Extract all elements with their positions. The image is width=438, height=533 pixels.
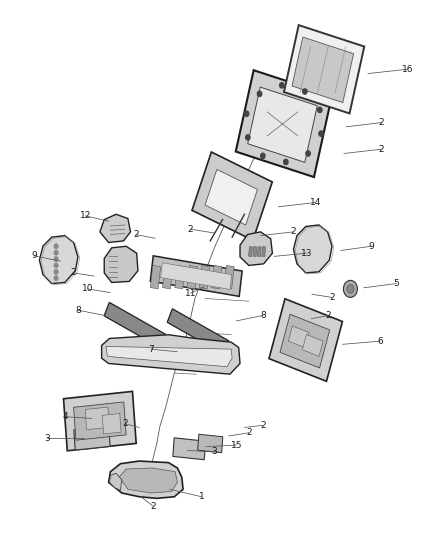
Polygon shape xyxy=(205,169,258,225)
Text: 16: 16 xyxy=(402,65,413,74)
Polygon shape xyxy=(262,247,265,256)
Polygon shape xyxy=(110,473,122,490)
Text: 6: 6 xyxy=(377,337,383,345)
Polygon shape xyxy=(248,87,317,163)
Text: 1: 1 xyxy=(198,492,205,501)
Circle shape xyxy=(54,244,58,249)
Polygon shape xyxy=(109,461,183,498)
Polygon shape xyxy=(240,232,272,265)
Polygon shape xyxy=(224,265,234,289)
Polygon shape xyxy=(269,299,343,381)
Text: 11: 11 xyxy=(185,289,196,297)
Polygon shape xyxy=(212,265,222,289)
Polygon shape xyxy=(39,236,78,284)
Circle shape xyxy=(343,280,357,297)
Text: 8: 8 xyxy=(75,306,81,314)
Polygon shape xyxy=(119,468,177,493)
Text: 3: 3 xyxy=(211,448,217,456)
Polygon shape xyxy=(292,37,353,102)
Polygon shape xyxy=(102,414,121,434)
Text: 8: 8 xyxy=(260,311,266,320)
Polygon shape xyxy=(150,265,161,289)
Polygon shape xyxy=(74,402,126,440)
Text: 2: 2 xyxy=(133,230,138,239)
Circle shape xyxy=(54,256,58,262)
Polygon shape xyxy=(85,407,110,430)
Text: 7: 7 xyxy=(148,345,154,353)
Text: 2: 2 xyxy=(188,225,193,233)
Polygon shape xyxy=(173,438,205,460)
Polygon shape xyxy=(198,434,223,453)
Polygon shape xyxy=(302,335,323,356)
Polygon shape xyxy=(106,346,232,367)
Polygon shape xyxy=(64,391,136,451)
Text: 5: 5 xyxy=(393,279,399,288)
Polygon shape xyxy=(280,314,330,368)
Text: 2: 2 xyxy=(260,421,265,430)
Polygon shape xyxy=(150,256,242,296)
Text: 9: 9 xyxy=(368,242,374,251)
Circle shape xyxy=(258,91,262,96)
Text: 4: 4 xyxy=(63,413,68,421)
Polygon shape xyxy=(253,247,257,256)
Polygon shape xyxy=(187,265,198,289)
Text: 13: 13 xyxy=(301,249,312,257)
Polygon shape xyxy=(161,263,232,289)
Text: 2: 2 xyxy=(71,269,76,277)
Text: 2: 2 xyxy=(378,145,384,154)
Text: 2: 2 xyxy=(246,429,251,437)
Circle shape xyxy=(284,159,288,165)
Circle shape xyxy=(318,107,322,112)
Polygon shape xyxy=(284,25,364,114)
Circle shape xyxy=(319,131,323,136)
Polygon shape xyxy=(293,225,332,273)
Circle shape xyxy=(306,151,310,156)
Polygon shape xyxy=(162,265,173,289)
Polygon shape xyxy=(167,309,229,354)
Polygon shape xyxy=(258,247,261,256)
Polygon shape xyxy=(102,335,240,374)
Text: 12: 12 xyxy=(80,212,91,220)
Text: 2: 2 xyxy=(122,419,127,428)
Polygon shape xyxy=(74,426,110,450)
Text: 2: 2 xyxy=(151,502,156,511)
Text: 9: 9 xyxy=(31,252,37,260)
Polygon shape xyxy=(104,302,166,348)
Text: 2: 2 xyxy=(291,228,296,236)
Text: 14: 14 xyxy=(310,198,321,207)
Circle shape xyxy=(244,111,249,116)
Text: 2: 2 xyxy=(329,293,335,302)
Polygon shape xyxy=(249,247,252,256)
Circle shape xyxy=(54,263,58,268)
Circle shape xyxy=(347,285,354,293)
Polygon shape xyxy=(236,70,332,177)
Circle shape xyxy=(54,250,58,255)
Circle shape xyxy=(279,83,284,88)
Text: 2: 2 xyxy=(326,311,331,320)
Text: 3: 3 xyxy=(44,434,50,442)
Circle shape xyxy=(246,135,250,140)
Polygon shape xyxy=(199,265,210,289)
Text: 2: 2 xyxy=(378,118,384,127)
Polygon shape xyxy=(192,152,272,240)
Text: 15: 15 xyxy=(231,441,242,449)
Polygon shape xyxy=(288,326,309,348)
Polygon shape xyxy=(100,214,131,243)
Circle shape xyxy=(261,153,265,158)
Polygon shape xyxy=(175,265,185,289)
Circle shape xyxy=(54,269,58,274)
Circle shape xyxy=(54,276,58,281)
Polygon shape xyxy=(104,246,138,282)
Circle shape xyxy=(303,89,307,94)
Text: 10: 10 xyxy=(82,285,93,293)
